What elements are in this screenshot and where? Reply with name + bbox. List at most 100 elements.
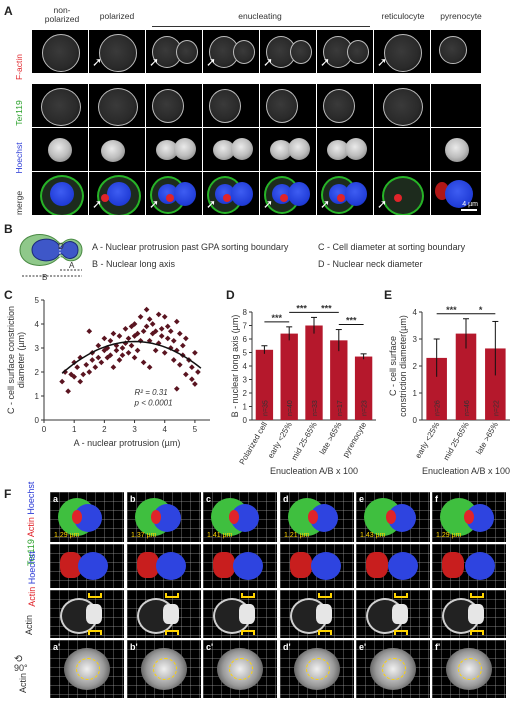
data-point xyxy=(134,347,141,354)
render-r2-c5 xyxy=(432,590,506,638)
micrograph-r1-c4 xyxy=(260,84,316,127)
fit-curve xyxy=(61,340,202,374)
render-r1-c1 xyxy=(127,544,201,588)
x-tick-label: 4 xyxy=(163,425,168,434)
micrograph-r2-c3 xyxy=(203,128,259,171)
cell-blob xyxy=(209,89,241,123)
blue-nucleus xyxy=(78,552,108,580)
bar-chart-d: 0 1 2 3 4 5 6 7 8 n=35 Polarized cell n=40 early <25… xyxy=(230,303,376,476)
red-actin xyxy=(386,510,396,524)
n-label: n=17 xyxy=(337,400,344,416)
f-panel-letter: c' xyxy=(206,642,214,652)
cell-blob xyxy=(174,138,196,160)
data-point xyxy=(176,330,183,337)
render-r0-c0: a 1.29 µm xyxy=(50,492,124,542)
data-point xyxy=(158,325,165,332)
y-tick-label: 4 xyxy=(35,320,40,329)
bar xyxy=(455,333,477,420)
data-point xyxy=(86,328,93,335)
red-actin xyxy=(229,510,239,524)
panel-b-letter: B xyxy=(4,222,13,236)
f-panel-letter: d xyxy=(283,494,289,504)
micrograph-r1-c1 xyxy=(89,84,145,127)
data-point xyxy=(83,361,90,368)
legend-d: D - Nuclear neck diameter xyxy=(318,259,423,269)
micrograph-r3-c6: ➚ xyxy=(374,172,430,215)
micrograph-r0-c2: ➚ xyxy=(146,30,202,73)
bar xyxy=(330,340,348,420)
micrograph-r0-c6: ➚ xyxy=(374,30,430,73)
f-row4-label: Actin xyxy=(18,673,28,694)
micrograph-r2-c4 xyxy=(260,128,316,171)
cell-blob xyxy=(383,88,423,126)
y-tick-label: 7 xyxy=(243,322,248,331)
render-r2-c2 xyxy=(203,590,277,638)
data-point xyxy=(95,342,102,349)
x-tick-label: 5 xyxy=(193,425,198,434)
category-label: pyrenocyte xyxy=(341,420,369,459)
cell-schematic: D A B xyxy=(19,234,83,280)
data-point xyxy=(173,385,180,392)
cell-blob xyxy=(156,140,178,160)
data-point xyxy=(74,364,81,371)
y-tick-label: 1 xyxy=(35,392,40,401)
cell-blob xyxy=(270,140,292,160)
f-row2-label: Actin Hoechst xyxy=(27,551,37,607)
micrograph-r1-c6 xyxy=(374,84,430,127)
data-point xyxy=(80,371,87,378)
data-point xyxy=(119,352,126,359)
y-tick-label: 3 xyxy=(243,376,248,385)
significance-stars: *** xyxy=(346,316,357,326)
legend-b: B - Nuclear long axis xyxy=(92,259,176,269)
yellow-bracket-top xyxy=(241,593,255,598)
red-actin-mass xyxy=(137,552,159,578)
render-r2-c3 xyxy=(280,590,354,638)
cell-blob xyxy=(107,182,131,206)
y-axis-label: B - nuclear long axis (µm) xyxy=(230,315,240,418)
render-r3-c5: f' xyxy=(432,640,506,698)
header-enucleating: enucleating xyxy=(238,11,282,21)
n-label: n=26 xyxy=(435,400,442,416)
yellow-bracket-bottom xyxy=(88,630,102,635)
significance-stars: * xyxy=(479,305,483,315)
render-r3-c4: e' xyxy=(356,640,430,698)
annotation-r2: R² = 0.31 xyxy=(135,388,168,397)
micrograph-r3-c2: ➚ xyxy=(146,172,202,215)
data-point xyxy=(116,333,123,339)
y-tick-label: 0 xyxy=(35,416,40,425)
data-point xyxy=(65,388,71,395)
data-point xyxy=(152,347,159,354)
blue-nucleus xyxy=(311,552,341,580)
yellow-bracket-bottom xyxy=(318,630,332,635)
significance-stars: *** xyxy=(272,313,283,323)
render-r1-c0 xyxy=(50,544,124,588)
bar xyxy=(485,348,506,420)
category-label: late >65% xyxy=(318,421,344,457)
cell-blob xyxy=(231,138,253,160)
yellow-bracket-top xyxy=(470,593,484,598)
row-label-hoechst: Hoechst xyxy=(14,142,24,174)
data-point xyxy=(116,357,123,363)
white-arrow-icon: ➚ xyxy=(263,197,274,211)
schematic-nucleus xyxy=(31,238,79,262)
n-label: n=46 xyxy=(464,400,471,416)
render-r2-c4 xyxy=(356,590,430,638)
cell-blob xyxy=(98,88,138,126)
n-label: n=23 xyxy=(362,400,369,416)
y-axis-label: C - cell surface constrictiondiameter (µ… xyxy=(6,306,26,414)
cell-blob xyxy=(213,140,235,160)
data-point xyxy=(107,337,114,344)
data-point xyxy=(98,359,105,366)
data-point xyxy=(167,328,174,335)
blue-nucleus xyxy=(156,552,186,580)
x-tick-label: 0 xyxy=(42,425,47,434)
yellow-bracket-bottom xyxy=(470,630,484,635)
panel-e-letter: E xyxy=(384,288,393,302)
render-r3-c1: b' xyxy=(127,640,201,698)
category-label: mid 25-65% xyxy=(290,421,319,462)
micrograph-r0-c3: ➚ xyxy=(203,30,259,73)
render-r1-c4 xyxy=(356,544,430,588)
category-label: early <25% xyxy=(413,421,441,460)
rotate-icon: ⟲ xyxy=(14,654,23,665)
dashed-outline xyxy=(382,658,406,680)
